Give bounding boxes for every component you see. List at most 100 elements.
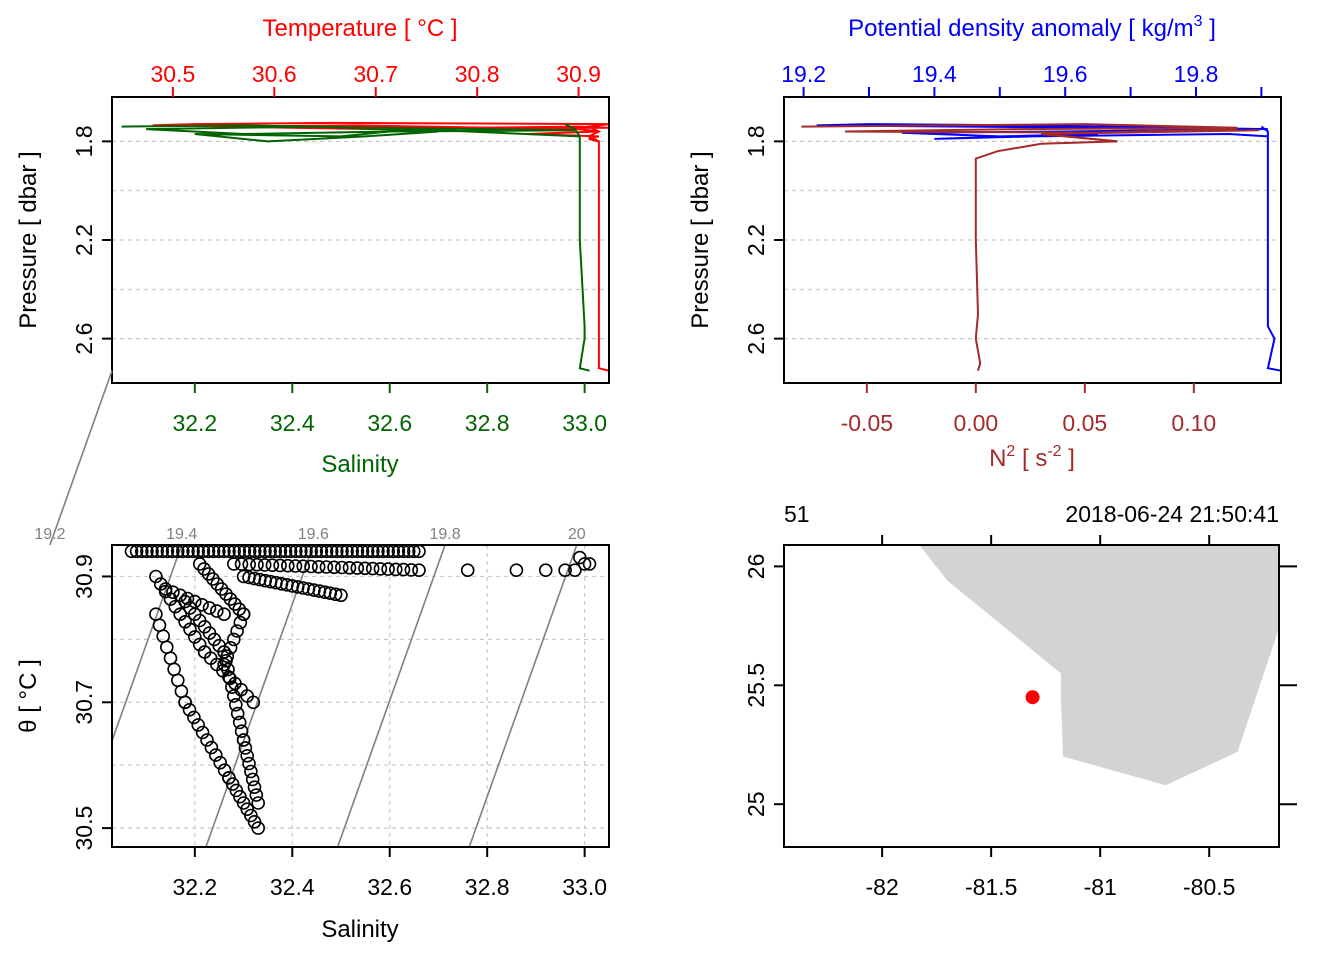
ts-point	[227, 557, 241, 571]
ts-point	[388, 562, 403, 577]
ts-point	[232, 715, 247, 730]
ts-diagram-theta-label: θ [ °C ]	[15, 659, 42, 733]
ts-point	[245, 772, 260, 787]
ts-point	[236, 607, 251, 622]
temperature-tick-label: 30.8	[455, 61, 500, 87]
ts-point	[327, 560, 341, 575]
temperature-tick-label: 30.6	[252, 61, 297, 87]
map-station-label: 51	[784, 501, 810, 527]
density-tick-label: 19.4	[912, 61, 957, 87]
ts-diagram-axes: 32.2 32.4 32.6 32.8 33.0 30.5 30.7 30.9	[71, 554, 607, 900]
ts-profile-marks	[121, 121, 610, 372]
density-title-tail: ]	[1203, 15, 1216, 42]
isopycnal-line	[49, 370, 113, 546]
latitude-tick-label: 26	[743, 554, 769, 580]
ts-point	[173, 607, 187, 622]
map-frame	[783, 544, 1280, 848]
density-tick-label: 19.2	[781, 61, 826, 87]
ts-point	[209, 748, 223, 762]
panel-ts-diagram: 19.2 19.4 19.6 19.8 20 32.2 32.4 32.6 32.8 33.03…	[15, 370, 610, 943]
ts-point	[257, 558, 272, 572]
n2-label-sup: 2	[1006, 443, 1015, 460]
density-profile-marks	[801, 123, 1282, 372]
ts-point	[242, 756, 256, 771]
ts-point	[178, 614, 192, 629]
ts-point	[230, 624, 244, 638]
ts-point	[200, 733, 214, 747]
salinity-tick-label: 32.6	[367, 874, 412, 900]
ts-point	[152, 618, 167, 633]
ts-point	[304, 559, 318, 574]
ts-point	[230, 706, 245, 721]
salinity-tick-label: 32.4	[270, 410, 315, 436]
salinity-tick-label: 32.8	[465, 410, 510, 436]
salinity-profile-line	[564, 123, 590, 372]
density-surface-loop	[816, 123, 1268, 140]
ts-point	[280, 558, 295, 573]
ts-point	[167, 662, 181, 677]
isopycnal-label: 19.8	[429, 526, 460, 543]
pressure-tick-label: 2.2	[71, 224, 97, 256]
ts-point	[238, 741, 253, 755]
temperature-profile-line	[585, 123, 610, 372]
ts-point	[246, 695, 261, 710]
ts-point	[217, 763, 232, 778]
ts-point	[558, 563, 572, 578]
ts-point	[178, 695, 192, 710]
ts-point	[195, 725, 210, 740]
temperature-tick-label: 30.5	[150, 61, 195, 87]
longitude-tick-label: -82	[866, 874, 899, 900]
isopycnal-label: 19.6	[298, 526, 329, 543]
ts-point	[173, 588, 187, 603]
ts-point	[582, 557, 597, 571]
ts-diagram-points	[124, 544, 597, 835]
ts-point	[163, 651, 178, 666]
isopycnal-label: 19.2	[34, 526, 65, 543]
ts-point	[149, 569, 163, 584]
isopycnal-line	[205, 544, 315, 848]
ts-point	[156, 629, 170, 644]
pressure-tick-label: 1.8	[743, 125, 769, 157]
salinity-tick-label: 32.4	[270, 874, 315, 900]
density-tick-label: 19.6	[1043, 61, 1088, 87]
pressure-tick-label: 2.2	[743, 224, 769, 256]
density-profile-pressure-label: Pressure [ dbar ]	[687, 151, 714, 328]
land-polygon	[919, 545, 1279, 786]
ts-point	[227, 689, 241, 703]
ts-point	[240, 748, 254, 763]
ts-point	[160, 640, 174, 655]
ts-point	[213, 755, 227, 770]
ts-point	[191, 718, 205, 732]
ts-profile-axes: 32.2 32.4 32.6 32.8 33.0 30.5 30.6 30.7 30.8 30.9…	[71, 61, 607, 436]
pressure-tick-label: 2.6	[71, 323, 97, 355]
density-tick-label: 19.8	[1174, 61, 1219, 87]
n2-tick-label: -0.05	[841, 410, 893, 436]
ts-point	[192, 637, 207, 652]
ts-point	[153, 577, 168, 591]
ts-profile-gridlines	[112, 140, 609, 340]
n2-axis-label: N2 [ s-2 ]	[989, 443, 1075, 472]
ts-point	[183, 622, 197, 637]
ts-point	[577, 557, 592, 571]
map-land	[919, 545, 1279, 786]
n2-label-main: N	[989, 445, 1006, 472]
ts-point	[234, 724, 249, 739]
ts-point	[568, 563, 582, 578]
isopycnal-line	[336, 544, 446, 848]
isopycnal-line	[468, 544, 578, 848]
ts-point	[509, 563, 524, 578]
ts-point	[223, 640, 238, 655]
pressure-tick-label: 2.6	[743, 323, 769, 355]
ts-point	[334, 560, 349, 575]
salinity-tick-label: 32.8	[465, 874, 510, 900]
salinity-tick-label: 32.6	[367, 410, 412, 436]
longitude-tick-label: -81.5	[965, 874, 1017, 900]
ts-point	[204, 740, 219, 755]
ts-point	[242, 557, 256, 572]
ts-point	[404, 563, 419, 577]
ts-point	[195, 597, 209, 612]
isopycnal-label: 19.4	[166, 526, 197, 543]
isopycnal-label: 20	[568, 526, 586, 543]
ts-point	[319, 560, 334, 574]
ts-point	[188, 594, 202, 609]
